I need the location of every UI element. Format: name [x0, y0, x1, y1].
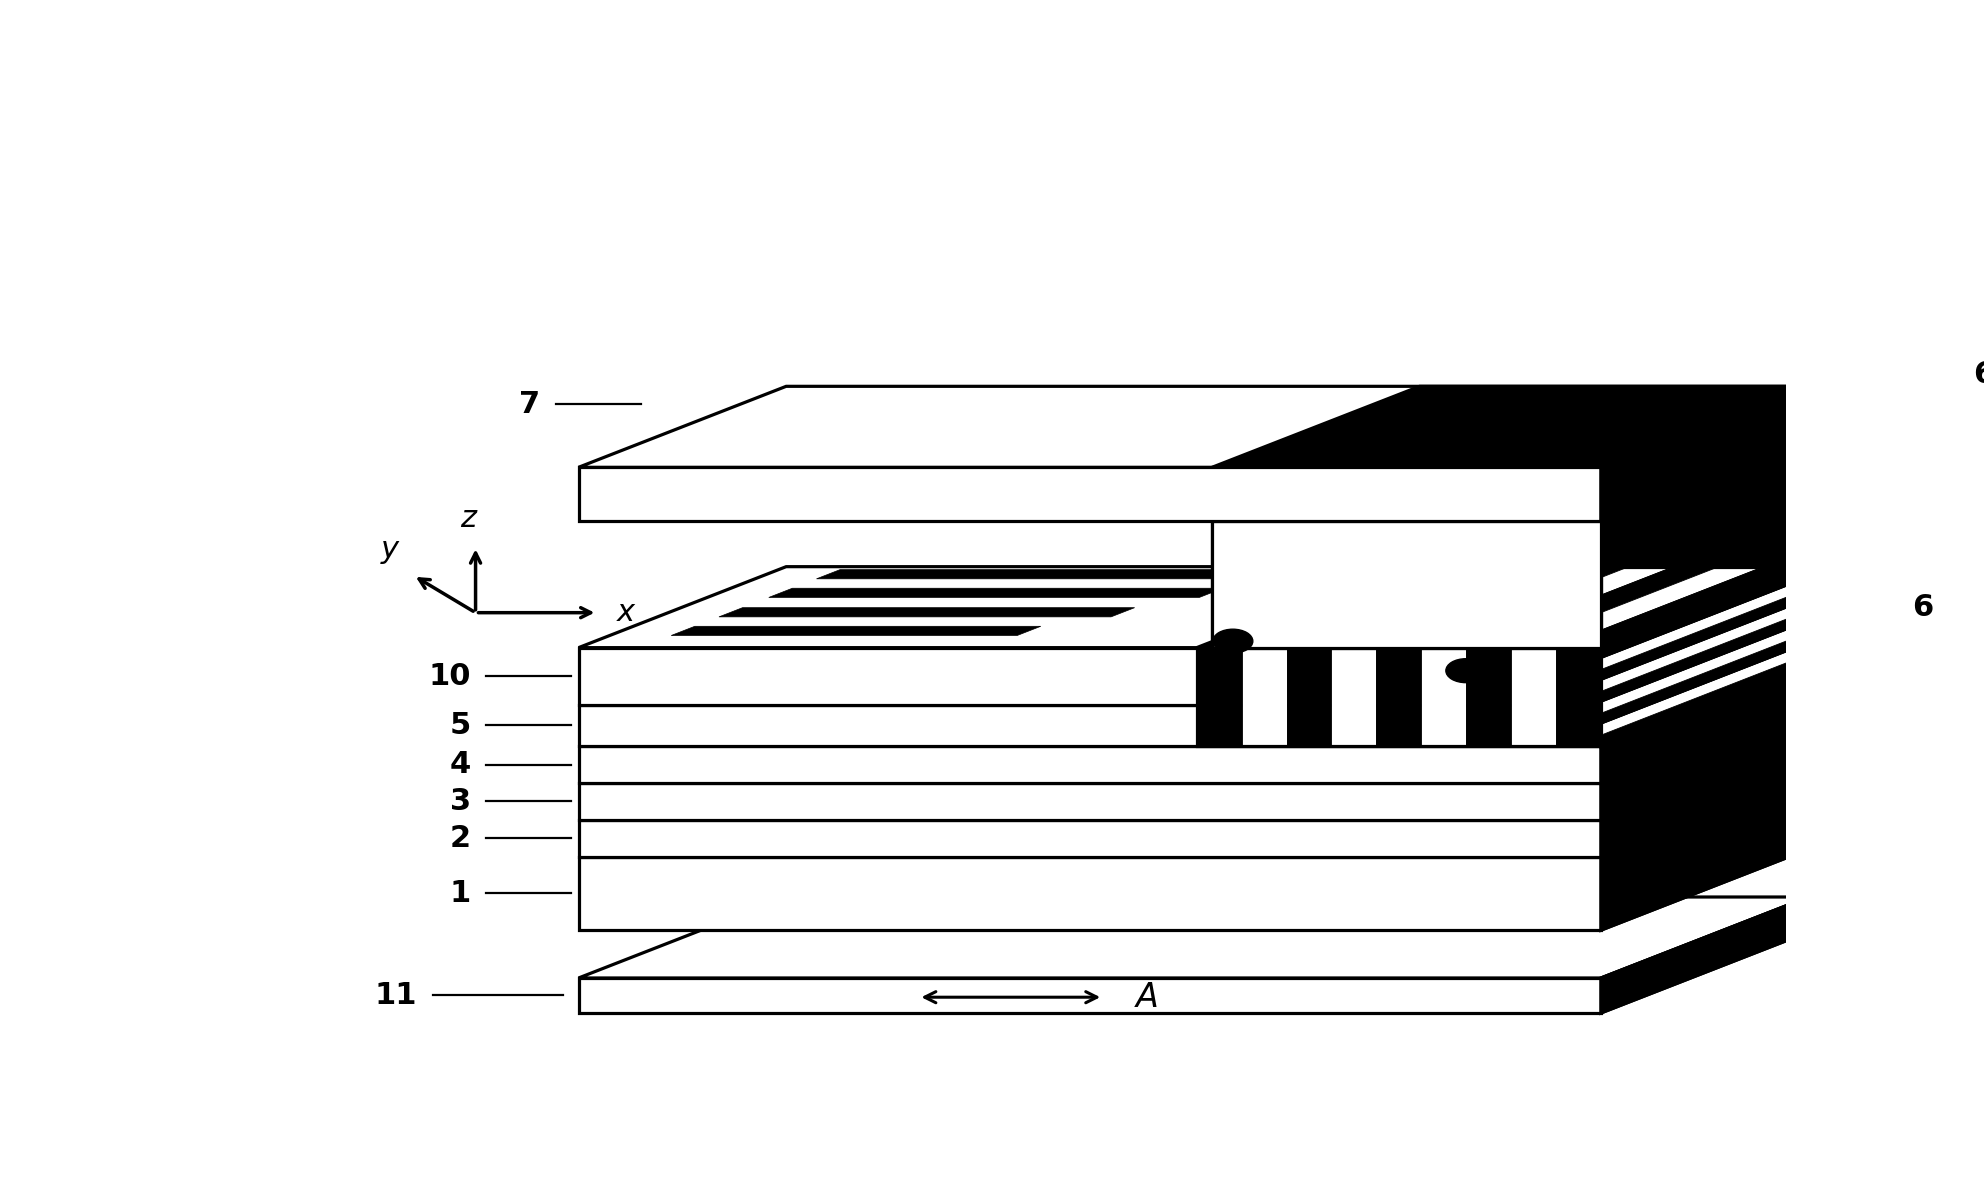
- Polygon shape: [718, 608, 1135, 617]
- Circle shape: [1446, 658, 1486, 682]
- Polygon shape: [1601, 624, 1809, 746]
- Polygon shape: [1601, 611, 1809, 703]
- Polygon shape: [1601, 776, 1809, 930]
- Polygon shape: [1212, 386, 1809, 467]
- Polygon shape: [1512, 648, 1555, 746]
- Polygon shape: [1601, 897, 1809, 1013]
- Text: 1: 1: [450, 878, 470, 908]
- Polygon shape: [1377, 566, 1629, 648]
- Text: 6: 6: [1913, 593, 1932, 623]
- Polygon shape: [579, 467, 1601, 521]
- Polygon shape: [579, 386, 1809, 467]
- Polygon shape: [1212, 521, 1601, 648]
- Text: 7: 7: [520, 390, 540, 418]
- Polygon shape: [1377, 648, 1421, 746]
- Polygon shape: [1466, 648, 1512, 746]
- Text: $P$: $P$: [859, 388, 881, 422]
- Polygon shape: [1601, 624, 1809, 746]
- Polygon shape: [579, 783, 1601, 820]
- Polygon shape: [1242, 566, 1494, 648]
- Polygon shape: [579, 746, 1601, 783]
- Polygon shape: [579, 978, 1601, 1013]
- Polygon shape: [1466, 566, 1718, 648]
- Polygon shape: [1601, 621, 1809, 713]
- Polygon shape: [1601, 666, 1809, 783]
- Polygon shape: [1196, 566, 1448, 648]
- Polygon shape: [1286, 648, 1331, 746]
- Text: 11: 11: [375, 981, 417, 1010]
- Polygon shape: [1512, 566, 1764, 648]
- Text: 9: 9: [1577, 624, 1599, 652]
- Polygon shape: [579, 701, 1809, 783]
- Polygon shape: [1331, 566, 1583, 648]
- Text: $z$: $z$: [460, 503, 478, 533]
- Polygon shape: [1601, 701, 1809, 820]
- Polygon shape: [579, 666, 1809, 746]
- Polygon shape: [579, 705, 1601, 746]
- Polygon shape: [1601, 643, 1809, 735]
- Polygon shape: [1421, 566, 1674, 648]
- Text: 3: 3: [450, 786, 470, 816]
- Text: $y$: $y$: [379, 538, 401, 566]
- Polygon shape: [1601, 701, 1809, 820]
- Polygon shape: [579, 739, 1809, 820]
- Polygon shape: [1601, 566, 1809, 705]
- Polygon shape: [1601, 654, 1809, 746]
- Polygon shape: [1601, 566, 1809, 658]
- Polygon shape: [1421, 648, 1466, 746]
- Text: $A$: $A$: [1133, 981, 1159, 1013]
- Polygon shape: [579, 648, 1601, 705]
- Polygon shape: [1196, 648, 1242, 746]
- Polygon shape: [817, 570, 1309, 578]
- Polygon shape: [1601, 386, 1809, 521]
- Polygon shape: [1601, 897, 1809, 1013]
- Polygon shape: [1601, 739, 1809, 857]
- Polygon shape: [1601, 577, 1809, 669]
- Polygon shape: [1555, 648, 1601, 746]
- Polygon shape: [1601, 600, 1809, 692]
- Polygon shape: [768, 588, 1222, 598]
- Text: 9: 9: [1629, 716, 1651, 744]
- Polygon shape: [1601, 589, 1809, 680]
- Polygon shape: [1286, 566, 1540, 648]
- Polygon shape: [579, 624, 1809, 705]
- Text: 4: 4: [450, 750, 470, 779]
- Polygon shape: [1601, 666, 1809, 783]
- Polygon shape: [1421, 440, 1809, 566]
- Polygon shape: [1601, 739, 1809, 857]
- Polygon shape: [1331, 648, 1377, 746]
- Text: 2: 2: [450, 823, 470, 852]
- Polygon shape: [579, 776, 1809, 857]
- Polygon shape: [579, 820, 1601, 857]
- Polygon shape: [579, 857, 1601, 930]
- Polygon shape: [1601, 776, 1809, 930]
- Text: 10: 10: [429, 662, 470, 691]
- Polygon shape: [1555, 566, 1809, 648]
- Polygon shape: [1242, 648, 1286, 746]
- Text: 5: 5: [450, 711, 470, 740]
- Polygon shape: [1601, 632, 1809, 724]
- Text: 6: 6: [1972, 361, 1984, 390]
- Polygon shape: [579, 897, 1809, 978]
- Polygon shape: [579, 566, 1809, 648]
- Polygon shape: [671, 626, 1042, 636]
- Polygon shape: [1601, 566, 1809, 705]
- Text: $x$: $x$: [615, 599, 637, 627]
- Polygon shape: [1601, 386, 1809, 521]
- Circle shape: [1212, 630, 1252, 654]
